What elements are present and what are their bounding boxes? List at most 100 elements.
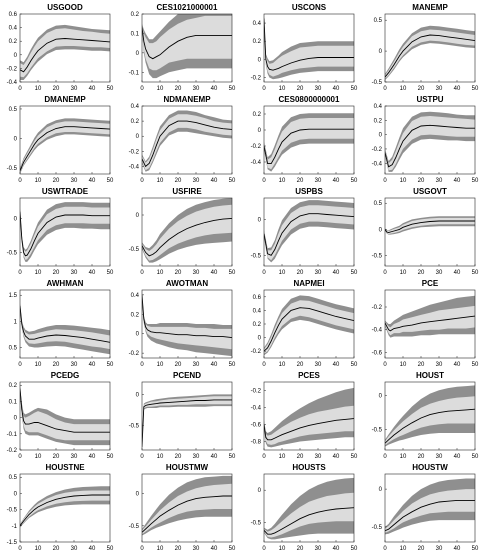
plot-frame <box>263 473 355 543</box>
y-tick-label: 0.4 <box>9 26 18 32</box>
plot-content <box>385 385 475 447</box>
x-tick-label: 40 <box>333 270 340 276</box>
y-tick-label: 0.1 <box>9 399 18 405</box>
plot-content <box>385 216 475 235</box>
plot-frame <box>263 13 355 83</box>
panel-title: USGOVT <box>413 187 447 196</box>
response-line <box>142 120 232 168</box>
y-tick-label: 0 <box>258 488 262 494</box>
x-tick-label: 0 <box>140 270 144 276</box>
inner-band <box>264 118 354 170</box>
x-tick-label: 40 <box>89 362 96 368</box>
x-tick-label: 10 <box>157 454 164 460</box>
x-tick-label: 20 <box>297 86 304 92</box>
panel-title: USFIRE <box>172 187 202 196</box>
x-tick-label: 50 <box>351 270 358 276</box>
y-tick-label: -0.2 <box>7 66 18 72</box>
y-tick-label: 0.2 <box>374 118 383 124</box>
x-tick-label: 50 <box>472 270 479 276</box>
panel-title: HOUST <box>416 371 444 380</box>
x-tick-label: 10 <box>279 546 286 550</box>
inner-band <box>20 206 110 260</box>
panel-title: MANEMP <box>412 3 448 12</box>
x-tick-label: 0 <box>383 546 387 550</box>
x-tick-label: 20 <box>53 546 60 550</box>
x-tick-label: 50 <box>229 546 236 550</box>
x-tick-label: 10 <box>35 362 42 368</box>
x-tick-label: 50 <box>107 362 114 368</box>
x-tick-label: 50 <box>107 546 114 550</box>
plot-frame <box>19 289 111 359</box>
panel-title: USTPU <box>416 95 443 104</box>
plot-content <box>142 394 232 449</box>
x-tick-label: 10 <box>279 178 286 184</box>
y-tick-label: -0.5 <box>7 166 18 172</box>
y-tick-label: -0.4 <box>129 164 140 170</box>
x-tick-label: 0 <box>383 86 387 92</box>
panel-title: HOUSTMW <box>166 463 209 472</box>
x-tick-label: 20 <box>175 178 182 184</box>
panel: USGOVT 0.5 0 -0.5 0 10 20 30 40 50 <box>372 187 479 276</box>
x-tick-label: 10 <box>35 546 42 550</box>
x-tick-label: 20 <box>418 178 425 184</box>
x-tick-label: 10 <box>400 454 407 460</box>
plot-frame <box>384 197 476 267</box>
y-tick-label: 0.2 <box>253 112 262 118</box>
y-tick-label: 0.6 <box>253 295 262 301</box>
x-tick-label: 50 <box>229 454 236 460</box>
x-tick-label: 0 <box>140 86 144 92</box>
x-tick-label: 20 <box>175 362 182 368</box>
plot-content <box>264 387 354 448</box>
x-tick-label: 10 <box>157 546 164 550</box>
panel-title: PCES <box>298 371 320 380</box>
y-tick-label: -0.2 <box>372 305 383 311</box>
panel-title: DMANEMP <box>44 95 86 104</box>
x-tick-label: 40 <box>333 86 340 92</box>
plot-content <box>385 295 475 338</box>
panel: USPBS 0 -0.5 0 10 20 30 40 50 <box>251 187 358 276</box>
response-line <box>264 418 354 441</box>
x-tick-label: 0 <box>262 178 266 184</box>
response-line <box>264 128 354 165</box>
x-tick-label: 30 <box>436 178 443 184</box>
x-tick-label: 20 <box>297 178 304 184</box>
response-line <box>20 305 110 343</box>
inner-band <box>385 305 475 336</box>
x-tick-label: 0 <box>383 178 387 184</box>
x-tick-label: 10 <box>157 270 164 276</box>
x-tick-label: 20 <box>418 270 425 276</box>
y-tick-label: -0.2 <box>251 349 262 355</box>
panel-title: PCE <box>422 279 439 288</box>
plot-content <box>20 202 110 262</box>
plot-content <box>20 24 110 80</box>
plot-frame <box>19 105 111 175</box>
y-tick-label: -0.5 <box>372 428 383 434</box>
y-tick-label: -0.5 <box>129 524 140 530</box>
x-tick-label: 50 <box>472 178 479 184</box>
x-tick-label: 20 <box>297 454 304 460</box>
panel: PCES -0.2 -0.4 -0.6 -0.8 0 10 20 30 40 50 <box>251 371 358 460</box>
inner-band <box>142 204 232 261</box>
y-tick-label: 0 <box>258 128 262 134</box>
x-tick-label: 20 <box>175 546 182 550</box>
y-tick-label: 0 <box>379 227 383 233</box>
y-tick-label: 0.1 <box>131 31 140 37</box>
inner-band <box>142 15 232 71</box>
panel: CES0800000001 0.2 0 -0.2 -0.4 0 10 20 30 40 50 <box>251 95 358 184</box>
panel: HOUST 0 -0.5 0 10 20 30 40 50 <box>372 371 479 460</box>
panel: HOUSTMW 0 -0.5 0 10 20 30 40 50 <box>129 463 236 550</box>
plot-content <box>264 295 354 356</box>
x-tick-label: 50 <box>229 270 236 276</box>
x-tick-label: 0 <box>262 86 266 92</box>
x-tick-label: 30 <box>193 362 200 368</box>
plot-content <box>20 118 110 174</box>
x-tick-label: 40 <box>333 362 340 368</box>
panel: PCE -0.2 -0.4 -0.60 10 20 30 40 50 <box>372 279 479 368</box>
response-line <box>385 315 475 332</box>
x-tick-label: 40 <box>211 454 218 460</box>
y-tick-label: -0.1 <box>7 432 18 438</box>
response-line <box>385 124 475 168</box>
